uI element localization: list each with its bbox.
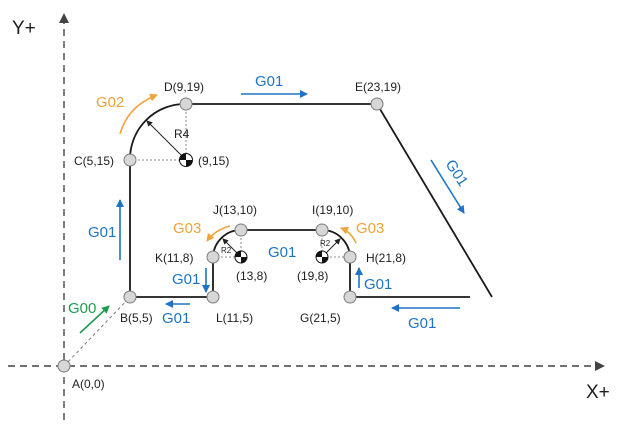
center-helpers <box>130 104 350 258</box>
radius-label-r2-right: R2 <box>320 239 331 248</box>
y-axis-label: Y+ <box>12 18 36 39</box>
axes: X+ Y+ <box>8 13 610 420</box>
center-marker-c2 <box>234 250 248 264</box>
point-label-e: E(23,19) <box>355 80 401 94</box>
label-g01-gh: G01 <box>364 276 392 293</box>
label-g01-to-g: G01 <box>408 315 436 332</box>
arrow-g02-cd <box>119 93 158 135</box>
arrow-g00-ab <box>79 305 110 334</box>
label-g01-bc: G01 <box>88 224 116 241</box>
center-label-c2: (13,8) <box>236 269 267 283</box>
point-label-h: H(21,8) <box>366 251 406 265</box>
command-arrows <box>79 90 465 334</box>
point-labels: A(0,0) B(5,5) C(5,15) D(9,19) E(23,19) G… <box>72 80 406 391</box>
x-axis-label: X+ <box>586 382 610 403</box>
point-label-c: C(5,15) <box>74 154 114 168</box>
node-j <box>234 223 248 237</box>
node-l <box>206 290 220 304</box>
point-label-d: D(9,19) <box>164 80 204 94</box>
node-h <box>343 250 357 264</box>
label-g03-hi: G03 <box>356 220 384 237</box>
label-g01-de: G01 <box>255 73 283 90</box>
node-a <box>57 359 71 373</box>
point-label-l: L(11,5) <box>216 311 253 325</box>
node-c <box>123 153 137 167</box>
label-g01-lb: G01 <box>162 310 190 327</box>
center-label-c1: (9,15) <box>198 154 229 168</box>
label-g00-ab: G00 <box>68 300 96 317</box>
node-k <box>206 250 220 264</box>
point-label-j: J(13,10) <box>213 203 257 217</box>
node-i <box>315 223 329 237</box>
node-e <box>370 97 384 111</box>
label-g01-kl: G01 <box>172 271 200 288</box>
label-g01-ij: G01 <box>268 244 296 261</box>
node-b <box>123 290 137 304</box>
arc-centers <box>179 153 329 264</box>
rapid-path-a-b <box>63 296 131 367</box>
node-g <box>343 290 357 304</box>
r4-radius-line <box>146 120 187 161</box>
point-label-g: G(21,5) <box>300 311 341 325</box>
radius-label-r4: R4 <box>174 127 190 141</box>
arrow-g01-eg <box>430 159 465 214</box>
point-label-i: I(19,10) <box>312 203 353 217</box>
arrow-g03-jk <box>206 225 231 242</box>
point-label-b: B(5,5) <box>120 311 153 325</box>
center-marker-c3 <box>315 250 329 264</box>
center-labels: (9,15) R4 (13,8) R2 (19,8) R2 <box>174 127 331 283</box>
point-nodes <box>57 97 384 373</box>
label-g03-jk: G03 <box>173 220 201 237</box>
label-g02-cd: G02 <box>96 94 124 111</box>
node-d <box>179 97 193 111</box>
radius-label-r2-left: R2 <box>221 246 232 255</box>
point-label-a: A(0,0) <box>72 377 105 391</box>
point-label-k: K(11,8) <box>155 251 193 265</box>
arrow-g03-hi <box>340 226 357 244</box>
center-label-c3: (19,8) <box>297 269 328 283</box>
center-marker-c1 <box>179 153 193 167</box>
